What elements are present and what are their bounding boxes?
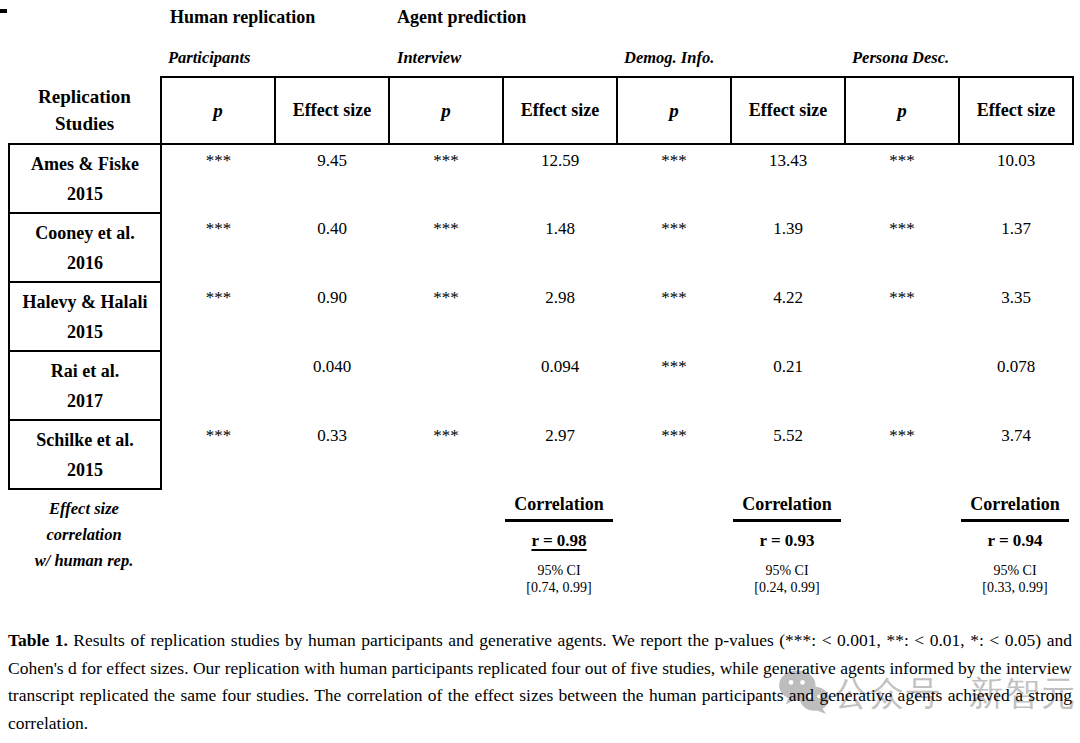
cell-effect-size: 4.22 <box>731 282 845 351</box>
study-year: 2015 <box>14 455 156 485</box>
study-label: Ames & Fiske 2015 <box>9 144 161 213</box>
ci-label: 95% CI <box>935 562 1080 579</box>
cell-effect-size: 3.74 <box>959 420 1073 489</box>
cell-p-value: *** <box>617 420 731 489</box>
cell-effect-size: 0.040 <box>275 351 389 420</box>
cell-effect-size: 12.59 <box>503 144 617 213</box>
column-header-p-participants: p <box>161 77 275 144</box>
caption-text: Results of replication studies by human … <box>8 630 1072 733</box>
replication-results-table: Replication Studies p Effect size p Effe… <box>8 76 1074 490</box>
cell-p-value: *** <box>617 351 731 420</box>
cell-p-value: *** <box>617 144 731 213</box>
paper-table-page: Human replication Agent prediction Parti… <box>0 0 1080 743</box>
group-header-agent-prediction: Agent prediction <box>397 7 526 28</box>
study-label: Halevy & Halali 2015 <box>9 282 161 351</box>
cell-effect-size: 0.21 <box>731 351 845 420</box>
cell-p-value <box>389 351 503 420</box>
study-label: Cooney et al. 2016 <box>9 213 161 282</box>
correlation-title: Correlation <box>733 494 841 522</box>
cell-p-value: *** <box>845 420 959 489</box>
correlation-title: Correlation <box>961 494 1069 522</box>
table-row-cooney: Cooney et al. 2016 *** 0.40 *** 1.48 ***… <box>9 213 1073 282</box>
cell-effect-size: 3.35 <box>959 282 1073 351</box>
study-name: Ames & Fiske <box>14 149 156 179</box>
cell-effect-size: 2.98 <box>503 282 617 351</box>
correlation-block-persona: Correlation r = 0.94 95% CI [0.33, 0.99] <box>935 494 1080 596</box>
cell-p-value: *** <box>845 213 959 282</box>
study-name: Cooney et al. <box>14 218 156 248</box>
ci-range: [0.74, 0.99] <box>479 579 639 596</box>
ci-label: 95% CI <box>479 562 639 579</box>
cell-effect-size: 1.39 <box>731 213 845 282</box>
study-year: 2016 <box>14 248 156 278</box>
correlation-block-interview: Correlation r = 0.98 95% CI [0.74, 0.99] <box>479 494 639 596</box>
cell-effect-size: 0.33 <box>275 420 389 489</box>
correlation-r-value: r = 0.93 <box>707 531 867 551</box>
study-name: Schilke et al. <box>14 425 156 455</box>
cell-p-value <box>845 351 959 420</box>
cell-effect-size: 9.45 <box>275 144 389 213</box>
table-row-schilke: Schilke et al. 2015 *** 0.33 *** 2.97 **… <box>9 420 1073 489</box>
table-row-ames-fiske: Ames & Fiske 2015 *** 9.45 *** 12.59 ***… <box>9 144 1073 213</box>
study-year: 2015 <box>14 179 156 209</box>
column-header-p-interview: p <box>389 77 503 144</box>
cell-p-value: *** <box>161 144 275 213</box>
correlation-title: Correlation <box>505 494 613 522</box>
ci-range: [0.33, 0.99] <box>935 579 1080 596</box>
scan-artifact-mark <box>0 9 7 13</box>
cell-p-value: *** <box>389 144 503 213</box>
table-caption: Table 1. Results of replication studies … <box>8 627 1072 737</box>
cell-p-value: *** <box>161 213 275 282</box>
correlation-block-demog: Correlation r = 0.93 95% CI [0.24, 0.99] <box>707 494 867 596</box>
condition-header-interview: Interview <box>397 48 461 68</box>
column-header-p-demog: p <box>617 77 731 144</box>
condition-header-participants: Participants <box>168 48 251 68</box>
column-header-row: Replication Studies p Effect size p Effe… <box>9 77 1073 144</box>
cell-effect-size: 5.52 <box>731 420 845 489</box>
condition-header-persona-desc: Persona Desc. <box>852 48 949 68</box>
cell-p-value: *** <box>389 282 503 351</box>
caption-label: Table 1. <box>8 630 68 650</box>
column-header-effect-size-demog: Effect size <box>731 77 845 144</box>
corner-header: Replication Studies <box>9 77 161 144</box>
study-label: Schilke et al. 2015 <box>9 420 161 489</box>
ci-label: 95% CI <box>707 562 867 579</box>
cell-p-value: *** <box>161 420 275 489</box>
table-row-rai: Rai et al. 2017 0.040 0.094 *** 0.21 0.0… <box>9 351 1073 420</box>
cell-p-value <box>161 351 275 420</box>
correlation-r-value: r = 0.94 <box>935 531 1080 551</box>
column-header-effect-size-persona: Effect size <box>959 77 1073 144</box>
study-year: 2017 <box>14 386 156 416</box>
correlation-r-value: r = 0.98 <box>479 531 639 551</box>
cell-p-value: *** <box>845 144 959 213</box>
cell-effect-size: 0.078 <box>959 351 1073 420</box>
cell-p-value: *** <box>617 282 731 351</box>
cell-p-value: *** <box>389 420 503 489</box>
cell-p-value: *** <box>845 282 959 351</box>
column-header-effect-size-interview: Effect size <box>503 77 617 144</box>
study-name: Rai et al. <box>14 356 156 386</box>
cell-effect-size: 0.40 <box>275 213 389 282</box>
cell-effect-size: 13.43 <box>731 144 845 213</box>
cell-p-value: *** <box>617 213 731 282</box>
cell-effect-size: 0.90 <box>275 282 389 351</box>
footer-row-label: Effect size correlation w/ human rep. <box>8 496 160 574</box>
cell-effect-size: 10.03 <box>959 144 1073 213</box>
cell-p-value: *** <box>389 213 503 282</box>
study-name: Halevy & Halali <box>14 287 156 317</box>
column-header-p-persona: p <box>845 77 959 144</box>
study-label: Rai et al. 2017 <box>9 351 161 420</box>
group-header-human-replication: Human replication <box>170 7 315 28</box>
condition-header-demog-info: Demog. Info. <box>624 48 714 68</box>
cell-p-value: *** <box>161 282 275 351</box>
study-year: 2015 <box>14 317 156 347</box>
column-header-effect-size-participants: Effect size <box>275 77 389 144</box>
cell-effect-size: 0.094 <box>503 351 617 420</box>
cell-effect-size: 2.97 <box>503 420 617 489</box>
ci-range: [0.24, 0.99] <box>707 579 867 596</box>
cell-effect-size: 1.37 <box>959 213 1073 282</box>
cell-effect-size: 1.48 <box>503 213 617 282</box>
table-row-halevy: Halevy & Halali 2015 *** 0.90 *** 2.98 *… <box>9 282 1073 351</box>
